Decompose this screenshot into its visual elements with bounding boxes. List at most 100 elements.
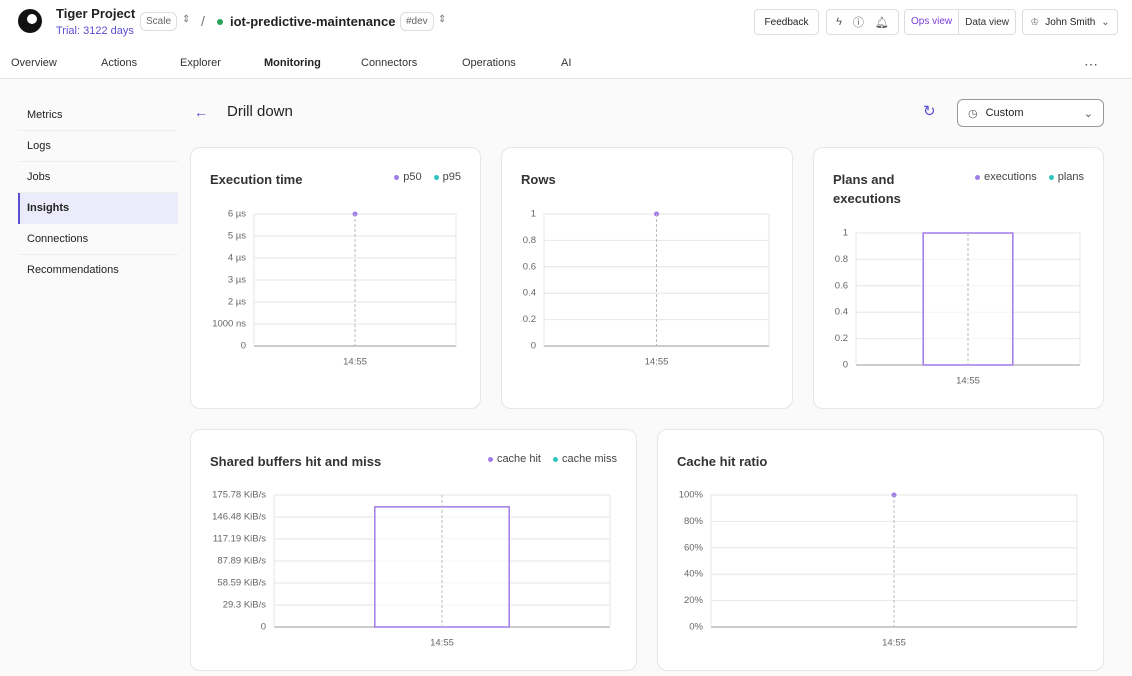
tab[interactable]: AI — [561, 57, 572, 69]
user-name: John Smith — [1045, 16, 1096, 28]
y-tick-label: 117.19 KiB/s — [213, 534, 266, 545]
y-tick-label: 1000 ns — [212, 319, 246, 330]
y-tick-label: 40% — [684, 569, 704, 580]
y-tick-label: 0.6 — [835, 280, 848, 291]
range-select[interactable]: ◷ Custom ⌄ — [957, 99, 1104, 127]
ops-view[interactable]: Ops view — [905, 10, 960, 34]
back-button[interactable]: ← — [194, 104, 208, 120]
refresh-button[interactable]: ↻ — [923, 103, 936, 120]
service-name[interactable]: iot-predictive-maintenance — [230, 14, 396, 29]
sidebar-label: Insights — [27, 202, 70, 214]
sidebar-label: Recommendations — [27, 264, 119, 276]
legend-label: plans — [1057, 171, 1084, 183]
sidebar-item[interactable]: Logs — [18, 131, 178, 162]
y-tick-label: 0.4 — [835, 307, 848, 318]
legend-label: executions — [984, 171, 1037, 183]
chart-card: Shared buffers hit and miss cache hit cach… — [190, 429, 637, 671]
y-tick-label: 2 µs — [228, 297, 246, 308]
chart-card: Rows 0 0.2 0.4 0.6 0.8 1 14:55 — [501, 147, 793, 409]
page-title: Drill down — [227, 103, 293, 120]
y-tick-label: 20% — [684, 595, 704, 606]
tab[interactable]: Connectors — [361, 57, 418, 69]
sidebar-item[interactable]: Connections — [18, 224, 178, 255]
tab[interactable]: Actions — [101, 57, 138, 69]
view-toggle: Ops view Data view — [904, 9, 1016, 35]
y-tick-label: 0% — [689, 622, 703, 633]
chart-card: Plans and executions executions plans 0 0.2 0… — [813, 147, 1104, 409]
y-tick-label: 87.89 KiB/s — [217, 556, 266, 567]
tab[interactable]: Overview — [11, 57, 57, 69]
y-tick-label: 0 — [843, 360, 848, 371]
y-tick-label: 100% — [679, 490, 704, 501]
sidebar-label: Metrics — [27, 109, 63, 121]
sidebar-item[interactable]: Metrics — [18, 100, 178, 131]
y-tick-label: 0.4 — [523, 288, 536, 299]
plot: 0 0.2 0.4 0.6 0.8 1 14:55 — [835, 228, 1081, 387]
y-tick-label: 0 — [241, 341, 246, 352]
switch-service[interactable]: ⇕ — [438, 14, 447, 25]
icon-group[interactable]: ϟ ⓘ 🔔︎ — [826, 9, 899, 35]
y-tick-label: 3 µs — [228, 275, 246, 286]
legend-item[interactable]: plans — [1048, 171, 1084, 183]
chart-title: Cache hit ratio — [677, 454, 768, 469]
user-menu[interactable]: ♔ John Smith ⌄ — [1022, 9, 1118, 35]
y-tick-label: 1 — [531, 209, 536, 220]
sidebar-label: Jobs — [27, 171, 51, 183]
switch-project[interactable]: ⇕ — [182, 14, 191, 25]
legend-item[interactable]: cache hit — [487, 453, 541, 465]
logo — [18, 9, 42, 33]
legend-label: p95 — [442, 171, 461, 183]
x-tick-label: 14:55 — [430, 638, 454, 649]
legend-item[interactable]: cache miss — [552, 453, 617, 465]
sidebar-label: Logs — [27, 140, 51, 152]
plan: Scale — [140, 12, 178, 31]
sidebar-item[interactable]: Insights — [18, 193, 178, 224]
tab[interactable]: Explorer — [180, 57, 221, 69]
legend-label: cache hit — [496, 453, 541, 465]
chart-title: Execution time — [210, 172, 303, 187]
legend: executions plans — [975, 171, 1084, 183]
tab[interactable]: Operations — [462, 57, 516, 69]
y-tick-label: 0 — [261, 622, 266, 633]
chart-title: Shared buffers hit and miss — [210, 454, 382, 469]
legend-swatch — [1048, 174, 1054, 180]
plot: 0 0.2 0.4 0.6 0.8 1 14:55 — [523, 209, 770, 368]
feedback-button[interactable]: Feedback — [754, 9, 819, 35]
project-name[interactable]: Tiger Project — [56, 6, 136, 21]
y-tick-label: 146.48 KiB/s — [212, 512, 266, 523]
x-tick-label: 14:55 — [882, 638, 906, 649]
chart-title: Rows — [521, 172, 556, 187]
chart-card: Cache hit ratio 0% 20% 40% 60% 80% 100% 14:55 — [657, 429, 1104, 671]
y-tick-label: 60% — [684, 542, 704, 553]
legend-item[interactable]: executions — [975, 171, 1037, 183]
separator: / — [201, 13, 205, 29]
legend-item[interactable]: p95 — [433, 171, 461, 183]
y-tick-label: 0.8 — [835, 254, 848, 265]
y-tick-label: 0.2 — [523, 314, 536, 325]
y-tick-label: 0.2 — [835, 333, 848, 344]
y-tick-label: 5 µs — [228, 231, 246, 242]
trial: Trial: 3122 days — [56, 25, 134, 37]
legend-item[interactable]: p50 — [394, 171, 422, 183]
sidebar-item[interactable]: Recommendations — [18, 255, 178, 286]
plot: 0 29.3 KiB/s 58.59 KiB/s 87.89 KiB/s 117.19 … — [212, 490, 611, 649]
sidebar-item[interactable]: Jobs — [18, 162, 178, 193]
y-tick-label: 1 — [843, 228, 848, 239]
y-tick-label: 29.3 KiB/s — [223, 600, 267, 611]
more-menu[interactable]: ⋯ — [1084, 56, 1098, 72]
plot: 0 1000 ns 2 µs 3 µs 4 µs 5 µs 6 µs 14:55 — [212, 209, 457, 368]
data-view[interactable]: Data view — [965, 16, 1010, 28]
tab[interactable]: Monitoring — [264, 57, 321, 69]
x-tick-label: 14:55 — [645, 357, 669, 368]
y-tick-label: 4 µs — [228, 253, 246, 264]
chart-card: Execution time p50 p95 0 1000 ns 2 µs 3 µs 4 µs… — [190, 147, 481, 409]
legend-swatch — [394, 174, 400, 180]
env: #dev — [400, 12, 434, 31]
y-tick-label: 6 µs — [228, 209, 246, 220]
legend-label: cache miss — [561, 453, 617, 465]
range-label: Custom — [985, 107, 1024, 119]
chart-title: Plans and executions — [833, 172, 901, 206]
y-tick-label: 80% — [684, 516, 704, 527]
legend-swatch — [433, 174, 439, 180]
